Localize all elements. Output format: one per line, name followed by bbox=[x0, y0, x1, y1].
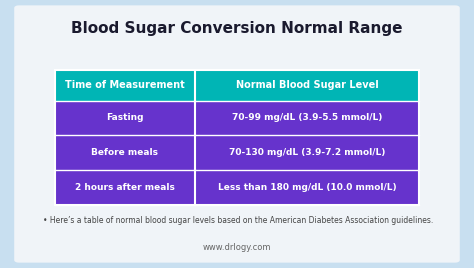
Text: Before meals: Before meals bbox=[91, 148, 158, 157]
Text: Less than 180 mg/dL (10.0 mmol/L): Less than 180 mg/dL (10.0 mmol/L) bbox=[218, 183, 397, 192]
Text: • Here’s a table of normal blood sugar levels based on the American Diabetes Ass: • Here’s a table of normal blood sugar l… bbox=[43, 216, 433, 225]
Text: Normal Blood Sugar Level: Normal Blood Sugar Level bbox=[236, 80, 379, 90]
Text: 70-130 mg/dL (3.9-7.2 mmol/L): 70-130 mg/dL (3.9-7.2 mmol/L) bbox=[229, 148, 385, 157]
Bar bbox=[55, 100, 419, 135]
Text: Time of Measurement: Time of Measurement bbox=[65, 80, 185, 90]
Bar bbox=[55, 170, 419, 205]
FancyBboxPatch shape bbox=[14, 5, 460, 263]
Bar bbox=[55, 135, 419, 170]
Text: Fasting: Fasting bbox=[106, 113, 144, 122]
Text: www.drlogy.com: www.drlogy.com bbox=[203, 243, 271, 252]
Bar bbox=[55, 70, 419, 100]
Text: Blood Sugar Conversion Normal Range: Blood Sugar Conversion Normal Range bbox=[71, 21, 403, 36]
Text: 70-99 mg/dL (3.9-5.5 mmol/L): 70-99 mg/dL (3.9-5.5 mmol/L) bbox=[232, 113, 383, 122]
Text: 2 hours after meals: 2 hours after meals bbox=[75, 183, 175, 192]
